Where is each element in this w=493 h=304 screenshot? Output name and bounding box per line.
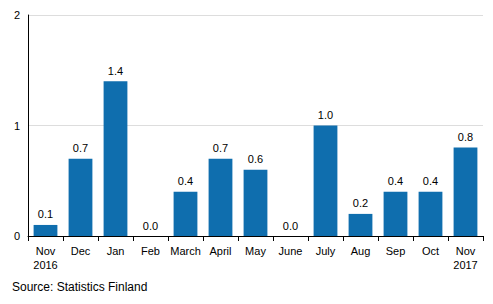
svg-text:Aug: Aug: [351, 245, 371, 257]
svg-text:2017: 2017: [453, 259, 477, 271]
svg-text:July: July: [316, 245, 336, 257]
svg-text:Dec: Dec: [71, 245, 91, 257]
svg-text:March: March: [170, 245, 201, 257]
svg-text:0.8: 0.8: [458, 131, 473, 143]
svg-text:0.0: 0.0: [143, 220, 158, 232]
svg-text:0.4: 0.4: [178, 175, 193, 187]
svg-text:2: 2: [14, 9, 20, 21]
svg-text:April: April: [209, 245, 231, 257]
svg-text:1: 1: [14, 120, 20, 132]
svg-text:0.0: 0.0: [283, 220, 298, 232]
svg-text:2016: 2016: [33, 259, 57, 271]
svg-text:Nov: Nov: [456, 245, 476, 257]
svg-text:Source: Statistics Finland: Source: Statistics Finland: [12, 280, 147, 294]
svg-text:Jan: Jan: [107, 245, 125, 257]
svg-text:0: 0: [14, 230, 20, 242]
svg-text:Oct: Oct: [422, 245, 439, 257]
svg-text:Sep: Sep: [386, 245, 406, 257]
svg-text:Feb: Feb: [141, 245, 160, 257]
svg-text:Nov: Nov: [36, 245, 56, 257]
svg-text:0.6: 0.6: [248, 153, 263, 165]
svg-text:0.4: 0.4: [423, 175, 438, 187]
svg-text:May: May: [245, 245, 266, 257]
svg-text:0.2: 0.2: [353, 197, 368, 209]
svg-text:0.4: 0.4: [388, 175, 403, 187]
svg-text:0.7: 0.7: [213, 142, 228, 154]
svg-text:June: June: [279, 245, 303, 257]
svg-text:1.4: 1.4: [108, 65, 123, 77]
svg-text:1.0: 1.0: [318, 109, 333, 121]
svg-text:0.7: 0.7: [73, 142, 88, 154]
svg-text:0.1: 0.1: [38, 208, 53, 220]
